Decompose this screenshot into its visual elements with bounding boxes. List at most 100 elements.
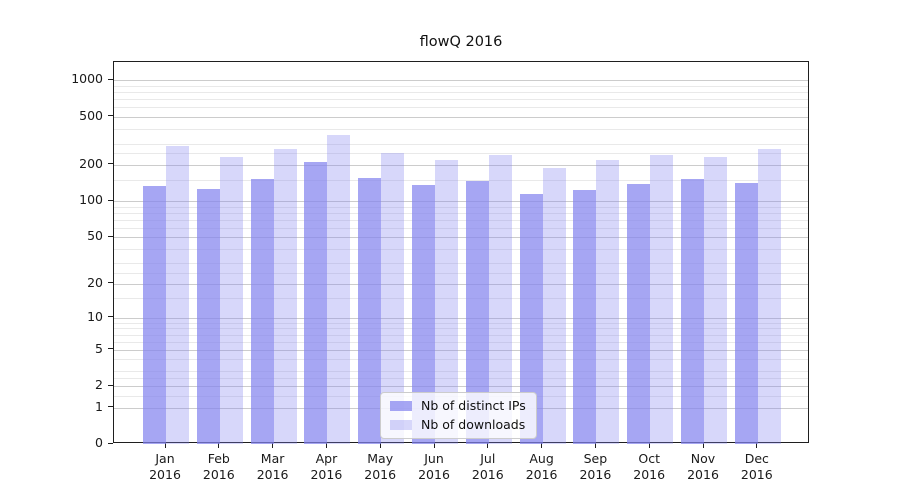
bar-downloads-aug	[542, 167, 566, 444]
y-tick-label: 500	[79, 107, 103, 123]
y-tick-mark	[108, 348, 113, 350]
x-tick-label-feb: Feb 2016	[202, 451, 235, 482]
bar-distinct-ips-dec	[734, 182, 758, 444]
y-gridline-minor	[114, 128, 808, 130]
x-tick-mark	[272, 443, 274, 448]
bar-downloads-nov	[704, 157, 727, 444]
y-gridline-minor	[114, 219, 808, 221]
y-gridline-minor	[114, 328, 808, 330]
bar-distinct-ips-jan	[143, 185, 166, 444]
x-tick-label-nov: Nov 2016	[687, 451, 719, 482]
x-tick-label-jun: Jun 2016	[418, 451, 450, 482]
bar-downloads-may	[381, 153, 405, 444]
y-gridline-minor	[114, 334, 808, 336]
x-tick-mark	[487, 443, 489, 448]
bar-downloads-dec	[757, 149, 781, 444]
x-tick-label-apr: Apr 2016	[310, 451, 343, 482]
x-tick-label-sep: Sep 2016	[579, 451, 612, 482]
y-gridline-minor	[114, 263, 808, 265]
y-gridline-minor	[114, 359, 808, 361]
x-tick-mark	[702, 443, 704, 448]
legend-row-distinct-ips: Nb of distinct IPs	[390, 398, 526, 413]
y-tick-mark	[108, 316, 113, 318]
bar-downloads-jan	[166, 145, 189, 444]
y-gridline-major	[114, 116, 808, 118]
y-tick-mark	[108, 78, 113, 80]
legend: Nb of distinct IPs Nb of downloads	[380, 392, 537, 439]
x-tick-mark	[325, 443, 327, 448]
bar-downloads-feb	[219, 157, 243, 444]
bar-downloads-oct	[650, 155, 674, 444]
y-tick-label: 20	[87, 274, 103, 290]
y-tick-mark	[108, 282, 113, 284]
bar-downloads-jun	[435, 159, 458, 444]
bar-distinct-ips-apr	[304, 161, 328, 444]
x-tick-mark	[541, 443, 543, 448]
y-tick-label: 50	[87, 228, 103, 244]
y-tick-label: 200	[79, 155, 103, 171]
bar-distinct-ips-aug	[519, 194, 543, 444]
y-gridline-minor	[114, 272, 808, 274]
y-gridline-minor	[114, 371, 808, 372]
bar-layer	[114, 62, 808, 444]
y-gridline-major	[114, 201, 808, 203]
y-tick-mark	[108, 115, 113, 117]
y-tick-mark	[108, 406, 113, 407]
y-gridline-minor	[114, 107, 808, 109]
legend-label-downloads: Nb of downloads	[421, 417, 526, 432]
x-tick-label-dec: Dec 2016	[740, 451, 773, 482]
y-tick-label: 5	[95, 340, 103, 356]
y-gridline-minor	[114, 298, 808, 300]
y-tick-label: 10	[87, 308, 103, 324]
bar-distinct-ips-sep	[573, 190, 597, 444]
y-gridline-major	[114, 80, 808, 82]
bar-distinct-ips-jun	[412, 185, 435, 444]
y-gridline-minor	[114, 153, 808, 155]
plot-area: Nb of distinct IPs Nb of downloads	[113, 61, 809, 444]
x-tick-label-jan: Jan 2016	[149, 451, 181, 482]
x-tick-mark	[594, 443, 596, 448]
bar-distinct-ips-may	[358, 177, 382, 444]
y-tick-mark	[108, 235, 113, 237]
y-gridline-minor	[114, 248, 808, 250]
y-gridline-major	[114, 164, 808, 166]
y-gridline-major	[114, 349, 808, 351]
bar-downloads-sep	[596, 159, 620, 444]
y-tick-label: 0	[95, 435, 103, 450]
chart-title: flowQ 2016	[419, 34, 503, 50]
bar-downloads-apr	[327, 135, 351, 444]
x-tick-mark	[648, 443, 650, 448]
legend-swatch-distinct-ips-icon	[390, 400, 412, 411]
y-tick-label: 1	[95, 398, 103, 414]
bar-distinct-ips-nov	[681, 178, 704, 444]
y-gridline-minor	[114, 212, 808, 214]
y-gridline-major	[114, 386, 808, 388]
x-tick-mark	[218, 443, 220, 448]
x-tick-label-aug: Aug 2016	[525, 451, 558, 482]
y-gridline-minor	[114, 227, 808, 229]
y-tick-mark	[108, 384, 113, 386]
y-tick-mark	[108, 199, 113, 201]
bar-distinct-ips-oct	[627, 183, 651, 444]
legend-label-distinct-ips: Nb of distinct IPs	[421, 398, 526, 413]
x-tick-label-oct: Oct 2016	[633, 451, 666, 482]
legend-row-downloads: Nb of downloads	[390, 417, 526, 432]
x-tick-mark	[379, 443, 381, 448]
x-tick-label-may: May 2016	[364, 451, 397, 482]
y-gridline-minor	[114, 180, 808, 181]
y-tick-label: 100	[79, 192, 103, 208]
x-tick-label-mar: Mar 2016	[256, 451, 289, 482]
x-tick-label-jul: Jul 2016	[471, 451, 504, 482]
y-gridline-minor	[114, 322, 808, 324]
y-tick-mark	[108, 442, 113, 444]
bar-downloads-jul	[488, 155, 512, 444]
y-gridline-minor	[114, 143, 808, 145]
y-gridline-minor	[114, 99, 808, 101]
y-gridline-minor	[114, 92, 808, 94]
y-gridline-minor	[114, 206, 808, 208]
y-gridline-major	[114, 237, 808, 239]
x-tick-mark	[164, 443, 166, 448]
y-gridline-minor	[114, 341, 808, 343]
y-gridline-major	[114, 283, 808, 285]
